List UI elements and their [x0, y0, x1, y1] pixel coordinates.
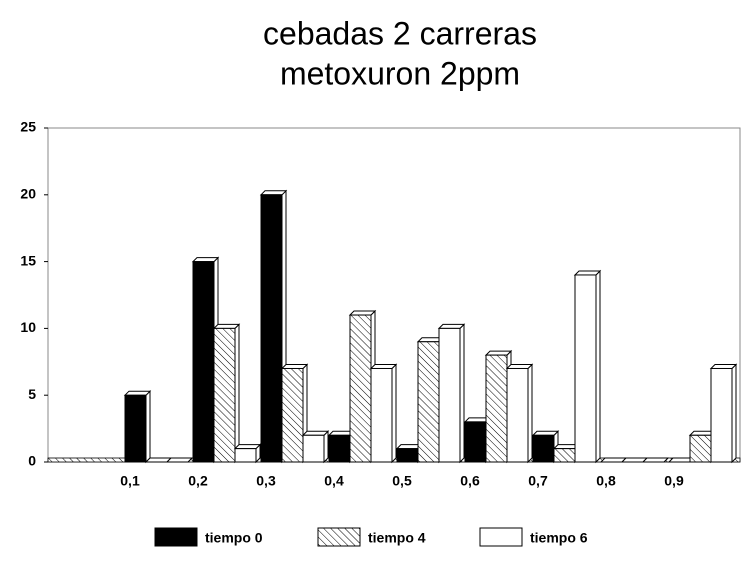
bar-face: [437, 323, 466, 329]
y-tick-label: 10: [20, 319, 36, 335]
bar-face: [506, 367, 529, 463]
x-tick-label: 0,6: [460, 473, 480, 489]
bar-face: [689, 434, 712, 463]
bar: [641, 457, 670, 463]
bar-face: [531, 430, 560, 436]
bar-face: [328, 434, 351, 463]
x-tick-label: 0,1: [120, 473, 140, 489]
bar-face: [527, 363, 533, 464]
bar-face: [438, 327, 461, 463]
bar-face: [349, 314, 372, 463]
x-tick-label: 0,2: [188, 473, 208, 489]
legend-label: tiempo 0: [205, 530, 263, 546]
bar-face: [301, 430, 330, 436]
bar: [280, 363, 309, 464]
bar-face: [484, 350, 513, 356]
bar: [301, 430, 330, 464]
bar-face: [731, 363, 737, 464]
x-tick-label: 0,3: [256, 473, 276, 489]
bar: [123, 389, 152, 464]
bar-face: [459, 323, 465, 464]
y-tick-label: 0: [28, 453, 36, 469]
legend-swatch: [479, 527, 523, 547]
bar: [233, 443, 262, 464]
bar: [165, 457, 194, 463]
bar-face: [348, 310, 377, 316]
bar: [369, 363, 398, 464]
bar-face: [505, 363, 534, 369]
bar-face: [532, 434, 555, 463]
y-tick-label: 15: [20, 252, 36, 268]
x-tick-label: 0,7: [528, 473, 548, 489]
bar-face: [709, 363, 738, 369]
x-tick-label: 0,8: [596, 473, 616, 489]
bar-face: [123, 390, 152, 396]
bar-face: [485, 354, 508, 463]
bar-face: [323, 430, 329, 464]
bar-face: [213, 327, 236, 463]
bar-face: [573, 270, 602, 276]
bar: [437, 323, 466, 464]
bar-face: [145, 389, 151, 464]
bar-face: [574, 274, 597, 463]
bar-face: [302, 434, 325, 463]
bar-face: [464, 421, 487, 463]
bar-face: [234, 448, 257, 463]
chart-title: cebadas 2 carreras: [263, 15, 537, 51]
bar-face: [191, 257, 220, 263]
bar-face: [369, 363, 398, 369]
bar-face: [124, 394, 147, 463]
bar-face: [280, 363, 309, 369]
bar-face: [396, 448, 419, 463]
bar-face: [710, 367, 733, 463]
bar: [505, 363, 534, 464]
legend-label: tiempo 6: [530, 530, 588, 546]
bar-face: [641, 457, 670, 463]
x-tick-label: 0,4: [324, 473, 344, 489]
bar: [709, 363, 738, 464]
bar-face: [165, 457, 194, 463]
legend-label: tiempo 4: [368, 530, 426, 546]
bar-face: [234, 323, 240, 464]
bar-face: [417, 341, 440, 463]
bar-face: [391, 363, 397, 464]
bar-face: [192, 261, 215, 463]
y-tick-label: 25: [20, 119, 36, 135]
x-tick-label: 0,9: [664, 473, 684, 489]
bar-face: [553, 448, 576, 463]
bar-face: [370, 367, 393, 463]
legend-swatch: [317, 527, 361, 547]
bar: [573, 269, 602, 464]
bar-face: [259, 190, 288, 196]
bar: [327, 430, 356, 464]
bar: [212, 323, 241, 464]
chart-title: metoxuron 2ppm: [280, 55, 520, 91]
bar-face: [281, 367, 304, 463]
bar-face: [595, 269, 601, 464]
y-tick-label: 5: [28, 386, 36, 402]
x-tick-label: 0,5: [392, 473, 412, 489]
legend-swatch: [154, 527, 198, 547]
bar-face: [233, 444, 262, 450]
bar-face: [260, 194, 283, 463]
bar-face: [212, 323, 241, 329]
y-tick-label: 20: [20, 186, 36, 202]
